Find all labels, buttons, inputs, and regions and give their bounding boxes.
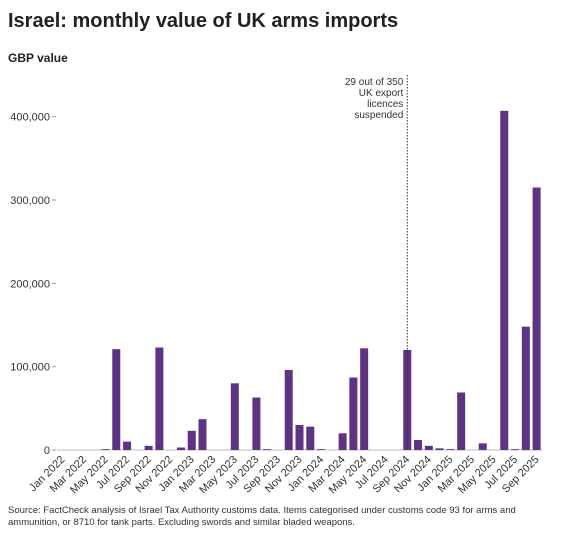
- bar: [317, 449, 326, 450]
- y-tick-label: 200,000: [10, 278, 50, 290]
- bar: [155, 347, 164, 450]
- bar: [101, 449, 110, 450]
- bar: [338, 433, 347, 450]
- bar: [252, 397, 261, 450]
- bar: [349, 377, 358, 450]
- bar: [230, 383, 239, 450]
- bar: [284, 370, 293, 450]
- bar: [424, 445, 433, 450]
- y-tick-label: 400,000: [10, 112, 50, 124]
- bar: [435, 448, 444, 450]
- y-axis-label: GBP value: [8, 51, 68, 65]
- annotation-text: licences: [367, 99, 403, 110]
- y-tick-label: 100,000: [10, 362, 50, 374]
- bar: [511, 449, 520, 450]
- bar: [532, 187, 541, 450]
- bar: [187, 430, 196, 450]
- bar: [446, 449, 455, 450]
- bar: [295, 425, 304, 450]
- bar: [478, 443, 487, 450]
- annotation-text: UK export: [359, 88, 404, 99]
- bar: [360, 348, 369, 450]
- bar: [198, 419, 207, 450]
- bar: [144, 445, 153, 450]
- bar: [112, 349, 121, 450]
- chart-title: Israel: monthly value of UK arms imports: [8, 10, 398, 32]
- source-box: Source: FactCheck analysis of Israel Tax…: [8, 505, 516, 528]
- bar: [457, 392, 466, 450]
- source: Source: FactCheck analysis of Israel Tax…: [8, 505, 516, 528]
- annotation-text: 29 out of 350: [345, 77, 404, 88]
- bar: [263, 449, 272, 450]
- bar: [176, 447, 185, 450]
- bar: [500, 110, 509, 450]
- bar: [414, 440, 423, 450]
- bar: [306, 426, 315, 450]
- y-tick-label: 0: [44, 445, 50, 457]
- annotation-text: suspended: [354, 110, 403, 121]
- bar: [123, 441, 132, 450]
- y-tick-label: 300,000: [10, 195, 50, 207]
- bar: [521, 326, 530, 450]
